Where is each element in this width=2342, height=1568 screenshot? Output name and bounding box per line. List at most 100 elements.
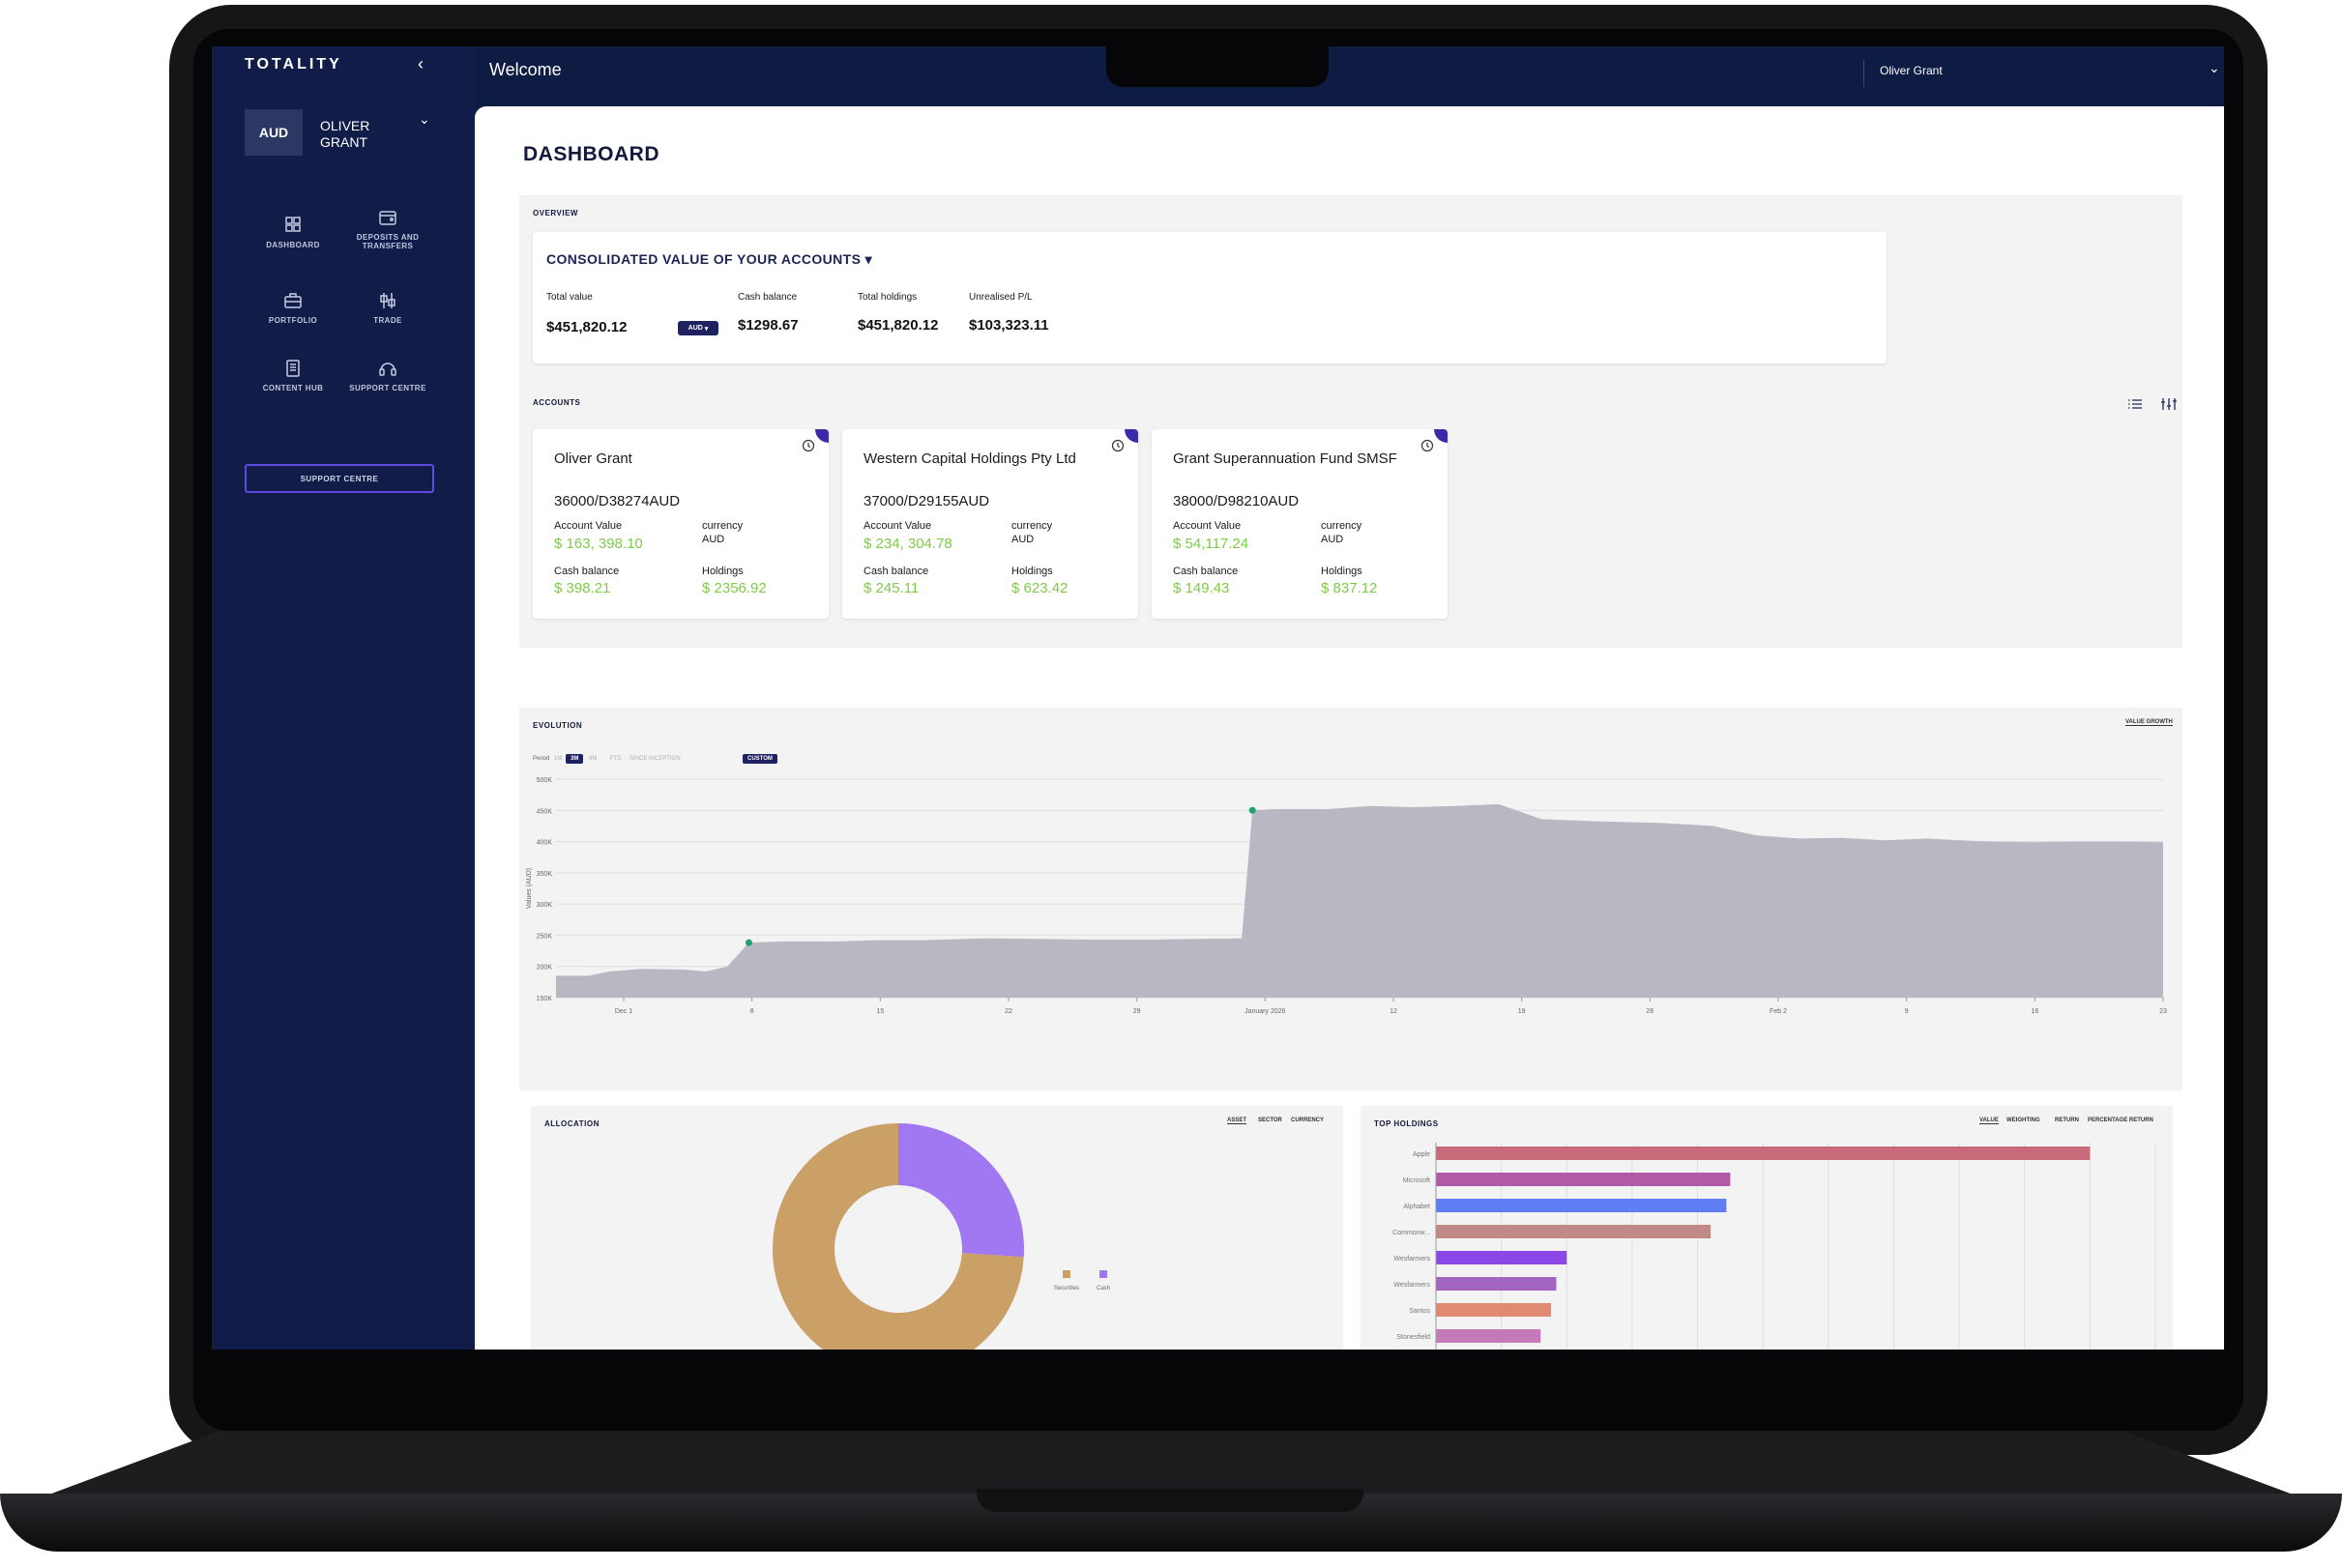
collapse-sidebar-button[interactable]: ‹ bbox=[418, 54, 424, 73]
account-value: $ 54,117.24 bbox=[1173, 536, 1249, 552]
account-currency: AUD bbox=[1011, 534, 1035, 545]
period-label: Period bbox=[533, 756, 550, 762]
period-3m[interactable]: 3M bbox=[566, 754, 584, 764]
clock-icon[interactable] bbox=[1420, 439, 1434, 452]
period-ftd[interactable]: FTD bbox=[610, 756, 622, 762]
dashboard-icon bbox=[285, 217, 301, 232]
tab-asset[interactable]: ASSET bbox=[1227, 1118, 1247, 1124]
headset-icon bbox=[379, 363, 396, 376]
x-tick-label: Feb 2 bbox=[1770, 1008, 1787, 1015]
pie-slice-securities bbox=[773, 1123, 1024, 1350]
tab-return[interactable]: RETURN bbox=[2055, 1118, 2079, 1123]
tab-sector[interactable]: SECTOR bbox=[1258, 1118, 1282, 1123]
evolution-chart: 150K 200K 250K 300K 350K 400K 450K 500K Dec 1 8 15… bbox=[526, 777, 2167, 1015]
account-value: $ 163, 398.10 bbox=[554, 536, 643, 552]
cash-balance-value: $1298.67 bbox=[738, 317, 799, 334]
main-content: DASHBOARD OVERVIEW CONSOLIDATED VALUE OF… bbox=[475, 106, 2224, 1350]
tab-percentage-return[interactable]: PERCENTAGE RETURN bbox=[2088, 1118, 2153, 1123]
clock-icon[interactable] bbox=[802, 439, 815, 452]
account-cash-balance: $ 245.11 bbox=[864, 580, 920, 596]
data-point-marker bbox=[1248, 806, 1256, 814]
account-card[interactable]: Grant Superannuation Fund SMSF 38000/D98… bbox=[1152, 429, 1448, 619]
unrealised-pl-value: $103,323.11 bbox=[969, 317, 1049, 334]
tab-currency[interactable]: CURRENCY bbox=[1291, 1118, 1325, 1123]
bar bbox=[1436, 1225, 1712, 1238]
welcome-text: Welcome bbox=[489, 60, 562, 79]
data-point-marker bbox=[745, 939, 752, 946]
sidebar-item-support-centre[interactable]: SUPPORT CENTRE bbox=[339, 359, 436, 392]
briefcase-icon bbox=[284, 293, 302, 308]
bar-category-label: Wesfarmers bbox=[1393, 1282, 1430, 1289]
account-card[interactable]: Western Capital Holdings Pty Ltd 37000/D… bbox=[842, 429, 1138, 619]
bar bbox=[1436, 1251, 1567, 1264]
x-tick-label: January 2026 bbox=[1244, 1008, 1286, 1015]
legend-swatch bbox=[1099, 1270, 1107, 1278]
filter-icon bbox=[2161, 398, 2177, 410]
top-holdings-chart: 050100150200250300350400450500550AppleMi… bbox=[1392, 1143, 2156, 1350]
user-switcher[interactable]: AUD OLIVER GRANT ⌄ bbox=[245, 109, 438, 156]
cash-balance-label: Cash balance bbox=[554, 566, 620, 577]
currency-dropdown[interactable]: AUD ▾ bbox=[678, 321, 718, 335]
x-tick-label: 26 bbox=[1646, 1008, 1654, 1015]
y-tick-label: 250K bbox=[537, 933, 553, 940]
allocation-panel: ALLOCATION ASSET SECTOR CURRENCY Securit… bbox=[531, 1106, 1343, 1350]
currency-label: currency bbox=[1321, 520, 1362, 532]
stat-label: Total holdings bbox=[858, 292, 918, 303]
bar-category-label: Microsoft bbox=[1403, 1177, 1430, 1184]
holdings-label: Holdings bbox=[702, 566, 744, 577]
account-number: 37000/D29155AUD bbox=[864, 493, 990, 509]
account-value: $ 234, 304.78 bbox=[864, 536, 952, 552]
y-tick-label: 350K bbox=[537, 871, 553, 878]
y-axis-label: Values (AUD) bbox=[526, 868, 533, 909]
wallet-icon bbox=[379, 211, 396, 225]
legend-swatch bbox=[1063, 1270, 1070, 1278]
brand-logo: TOTALITY bbox=[245, 56, 342, 73]
holdings-label: Holdings bbox=[1011, 566, 1053, 577]
account-card[interactable]: Oliver Grant 36000/D38274AUD Account Val… bbox=[533, 429, 829, 619]
y-tick-label: 450K bbox=[537, 808, 553, 815]
evolution-label: EVOLUTION bbox=[533, 721, 583, 730]
bar bbox=[1436, 1303, 1552, 1317]
evolution-panel: EVOLUTION VALUE GROWTH Period 1M 3M 6M F… bbox=[519, 708, 2182, 1090]
bar bbox=[1436, 1277, 1557, 1291]
topbar-user-menu[interactable]: Oliver Grant bbox=[1880, 64, 1943, 77]
trade-icon bbox=[380, 293, 395, 308]
page-title: DASHBOARD bbox=[523, 143, 659, 165]
sidebar-item-content-hub[interactable]: CONTENT HUB bbox=[245, 359, 341, 392]
period-6m[interactable]: 6M bbox=[589, 756, 598, 762]
x-tick-label: Dec 1 bbox=[615, 1008, 632, 1015]
y-tick-label: 150K bbox=[537, 996, 553, 1002]
consolidated-title[interactable]: CONSOLIDATED VALUE OF YOUR ACCOUNTS ▾ bbox=[546, 251, 873, 267]
account-value-label: Account Value bbox=[554, 520, 623, 532]
legend-label: Securities bbox=[1054, 1286, 1079, 1292]
y-tick-label: 500K bbox=[537, 777, 553, 784]
document-icon bbox=[286, 360, 300, 377]
tab-value-growth[interactable]: VALUE GROWTH bbox=[2125, 719, 2173, 726]
chevron-down-icon: ⌄ bbox=[419, 111, 430, 127]
account-name: Western Capital Holdings Pty Ltd bbox=[864, 450, 1076, 467]
stat-label: Total value bbox=[546, 292, 593, 303]
chevron-down-icon[interactable]: ⌄ bbox=[2209, 60, 2220, 75]
x-tick-label: 23 bbox=[2159, 1008, 2167, 1015]
bar bbox=[1436, 1173, 1731, 1186]
sidebar-item-deposits[interactable]: DEPOSITS AND TRANSFERS bbox=[339, 208, 436, 250]
period-custom[interactable]: CUSTOM bbox=[743, 754, 777, 764]
holdings-label: Holdings bbox=[1321, 566, 1362, 577]
tab-weighting[interactable]: WEIGHTING bbox=[2006, 1118, 2040, 1123]
support-centre-button[interactable]: SUPPORT CENTRE bbox=[245, 464, 434, 493]
sidebar-item-trade[interactable]: TRADE bbox=[339, 291, 436, 325]
bar-category-label: Wesfarmers bbox=[1393, 1256, 1430, 1263]
overview-panel: OVERVIEW CONSOLIDATED VALUE OF YOUR ACCO… bbox=[519, 195, 2182, 648]
allocation-chart: Securities Cash bbox=[773, 1123, 1110, 1350]
cash-balance-label: Cash balance bbox=[864, 566, 929, 577]
tab-value[interactable]: VALUE bbox=[1979, 1118, 1999, 1124]
period-since-inception[interactable]: SINCE INCEPTION bbox=[629, 756, 681, 762]
clock-icon[interactable] bbox=[1111, 439, 1125, 452]
sidebar-item-dashboard[interactable]: DASHBOARD bbox=[245, 216, 341, 249]
period-1m[interactable]: 1M bbox=[554, 756, 563, 762]
sidebar: TOTALITY ‹ AUD OLIVER GRANT ⌄ DASHBOARD … bbox=[212, 46, 475, 1350]
sidebar-item-portfolio[interactable]: PORTFOLIO bbox=[245, 291, 341, 325]
x-tick-label: 16 bbox=[2031, 1008, 2038, 1015]
account-holdings: $ 2356.92 bbox=[702, 580, 767, 596]
laptop-keyboard-deck bbox=[39, 1431, 2303, 1498]
